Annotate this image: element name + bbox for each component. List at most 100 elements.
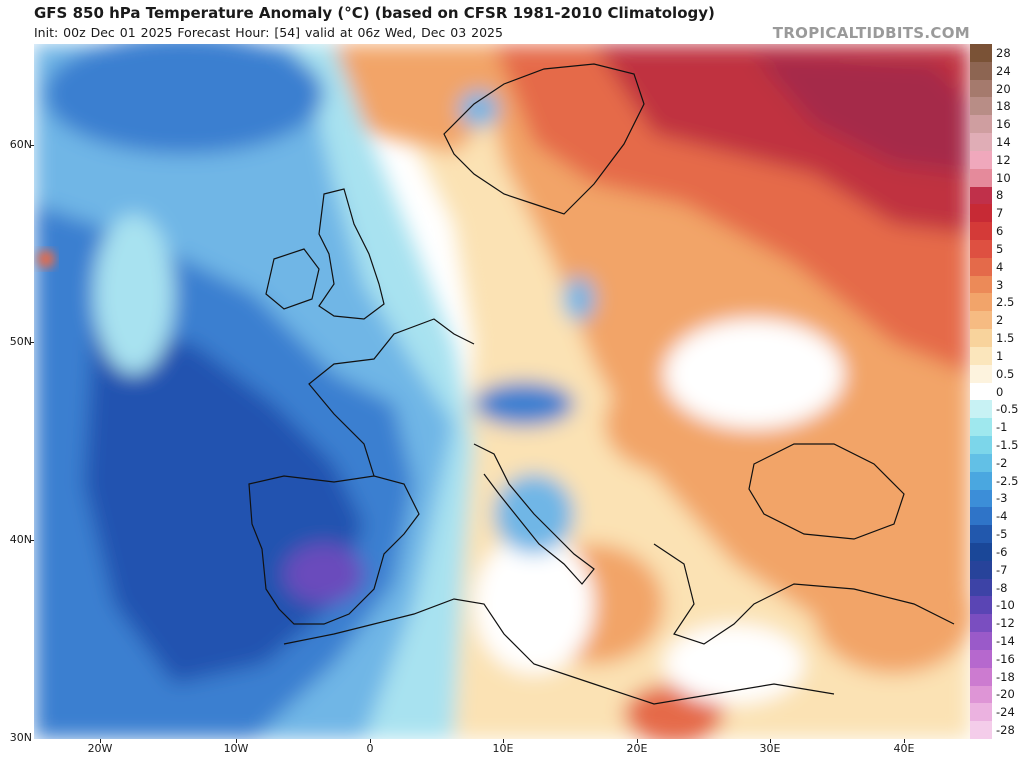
colorbar-label: -2.5 — [996, 473, 1019, 488]
colorbar-label: 16 — [996, 117, 1011, 132]
cool-swirl-atlantic — [94, 214, 174, 374]
colorbar-swatch — [970, 222, 992, 241]
colorbar-swatch — [970, 471, 992, 490]
colorbar-swatch — [970, 578, 992, 597]
colorbar-label: -2 — [996, 455, 1008, 470]
colorbar-label: -20 — [996, 687, 1015, 702]
lon-label-10w: 10W — [223, 742, 249, 755]
anomaly-map — [34, 44, 970, 739]
colorbar-swatch — [970, 204, 992, 223]
lon-label-30e: 30E — [759, 742, 781, 755]
colorbar-swatch — [970, 453, 992, 473]
lat-label-40n: 40N — [9, 533, 32, 546]
cool-pocket-poland — [563, 277, 595, 321]
colorbar-label: -1 — [996, 420, 1008, 435]
lon-label-0: 0 — [366, 742, 374, 755]
cold-core-iberia — [284, 544, 364, 604]
lon-label-10e: 10E — [492, 742, 514, 755]
colorbar-swatch — [970, 649, 992, 669]
colorbar-label: -16 — [996, 651, 1015, 666]
colorbar-label: 2 — [996, 313, 1004, 328]
neutral-med — [474, 534, 594, 674]
colorbar-swatch — [970, 721, 992, 740]
colorbar-label: 0 — [996, 384, 1004, 399]
colorbar-swatch — [970, 596, 992, 615]
colorbar-label: -18 — [996, 669, 1015, 684]
lon-label-20e: 20E — [626, 742, 648, 755]
coast-black-sea — [748, 443, 905, 540]
lon-tick — [503, 739, 504, 743]
colorbar-label: 24 — [996, 63, 1011, 78]
coastlines — [248, 63, 955, 705]
colorbar-label: -28 — [996, 723, 1015, 738]
colorbar-swatch — [970, 150, 992, 170]
colorbar-swatch — [970, 507, 992, 526]
colorbar-label: 3 — [996, 277, 1004, 292]
lon-tick — [637, 739, 638, 743]
colorbar-swatch — [970, 489, 992, 508]
colorbar-swatch — [970, 186, 992, 205]
colorbar-swatch — [970, 257, 992, 277]
cool-pocket-alps — [474, 382, 574, 426]
coast-italy — [473, 443, 595, 585]
colorbar-label: -14 — [996, 633, 1015, 648]
colorbar-label: 0.5 — [996, 366, 1015, 381]
lon-tick — [770, 739, 771, 743]
coast-aegean — [653, 543, 955, 645]
neutral-aegean — [664, 624, 804, 704]
warm-pocket-anatolia — [814, 554, 970, 674]
colorbar-swatch — [970, 364, 992, 384]
colorbar-swatch — [970, 97, 992, 116]
colorbar-swatch — [970, 400, 992, 419]
colorbar-swatch — [970, 311, 992, 330]
colorbar-swatch — [970, 79, 992, 98]
colorbar-swatch — [970, 329, 992, 348]
colorbar-swatch — [970, 168, 992, 188]
colorbar-label: -1.5 — [996, 437, 1019, 452]
colorbar: 28 24 20 18 16 14 12 10 8 7 6 5 4 3 2.5 2 1.5 1 0.5 0 -0.5 -1… — [970, 44, 1024, 740]
colorbar-label: -7 — [996, 562, 1008, 577]
lon-tick — [904, 739, 905, 743]
coast-iberia — [248, 475, 420, 625]
lat-tick — [30, 540, 35, 541]
colorbar-label: 7 — [996, 206, 1004, 221]
colorbar-label: 6 — [996, 224, 1004, 239]
colorbar-swatch — [970, 133, 992, 152]
forecast-info: Init: 00z Dec 01 2025 Forecast Hour: [54… — [34, 25, 503, 40]
colorbar-label: -24 — [996, 705, 1015, 720]
lon-tick — [370, 739, 371, 743]
colorbar-label: -4 — [996, 509, 1008, 524]
colorbar-label: -3 — [996, 491, 1008, 506]
colorbar-label: -12 — [996, 616, 1015, 631]
lat-label-60n: 60N — [9, 138, 32, 151]
cool-pocket-norway — [459, 91, 499, 127]
colorbar-swatch — [970, 61, 992, 81]
lon-tick — [100, 739, 101, 743]
colorbar-swatch — [970, 614, 992, 633]
colorbar-label: 12 — [996, 152, 1011, 167]
colorbar-swatch — [970, 703, 992, 722]
lon-label-20w: 20W — [87, 742, 113, 755]
colorbar-swatch — [970, 293, 992, 312]
lat-tick — [30, 145, 35, 146]
colorbar-swatch — [970, 542, 992, 562]
neutral-central-europe — [664, 319, 844, 429]
coast-france — [308, 318, 475, 477]
coast-north-africa — [283, 598, 835, 705]
site-watermark: TROPICALTIDBITS.COM — [772, 24, 970, 42]
colorbar-swatch — [970, 115, 992, 134]
colorbar-swatch — [970, 418, 992, 437]
colorbar-swatch — [970, 560, 992, 580]
colorbar-label: 1 — [996, 348, 1004, 363]
colorbar-swatch — [970, 436, 992, 455]
coast-ireland — [265, 248, 320, 310]
colorbar-label: 8 — [996, 188, 1004, 203]
colorbar-label: 1.5 — [996, 331, 1015, 346]
colorbar-swatch — [970, 240, 992, 259]
colorbar-label: -10 — [996, 598, 1015, 613]
cold-deep-field — [84, 324, 364, 684]
colorbar-swatch — [970, 275, 992, 294]
extreme-field — [754, 54, 970, 174]
colorbar-swatch — [970, 685, 992, 704]
colorbar-swatch — [970, 382, 992, 401]
